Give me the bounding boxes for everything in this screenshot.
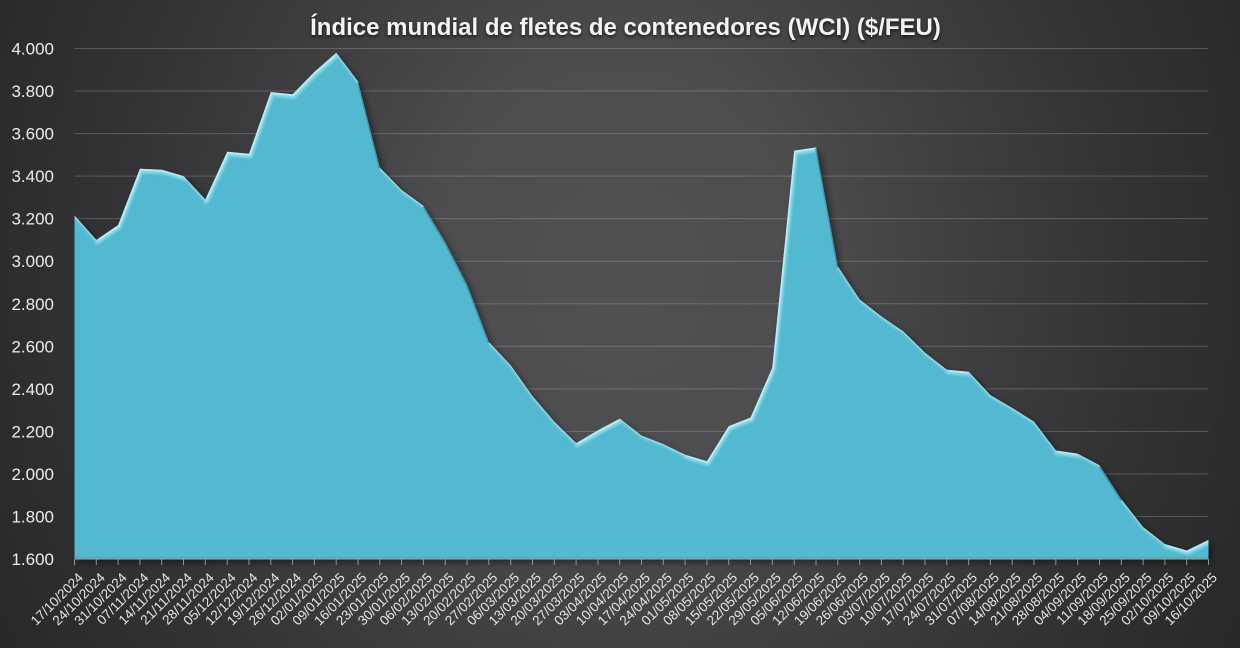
svg-text:3.600: 3.600: [11, 125, 54, 144]
svg-text:1.600: 1.600: [11, 550, 54, 569]
svg-text:2.800: 2.800: [11, 295, 54, 314]
svg-text:2.200: 2.200: [11, 422, 54, 441]
svg-text:3.200: 3.200: [11, 210, 54, 229]
svg-text:3.400: 3.400: [11, 167, 54, 186]
svg-text:3.800: 3.800: [11, 82, 54, 101]
svg-text:4.000: 4.000: [11, 40, 54, 59]
svg-text:2.400: 2.400: [11, 380, 54, 399]
svg-text:2.600: 2.600: [11, 337, 54, 356]
svg-text:2.000: 2.000: [11, 465, 54, 484]
svg-text:3.000: 3.000: [11, 252, 54, 271]
svg-text:1.800: 1.800: [11, 508, 54, 527]
